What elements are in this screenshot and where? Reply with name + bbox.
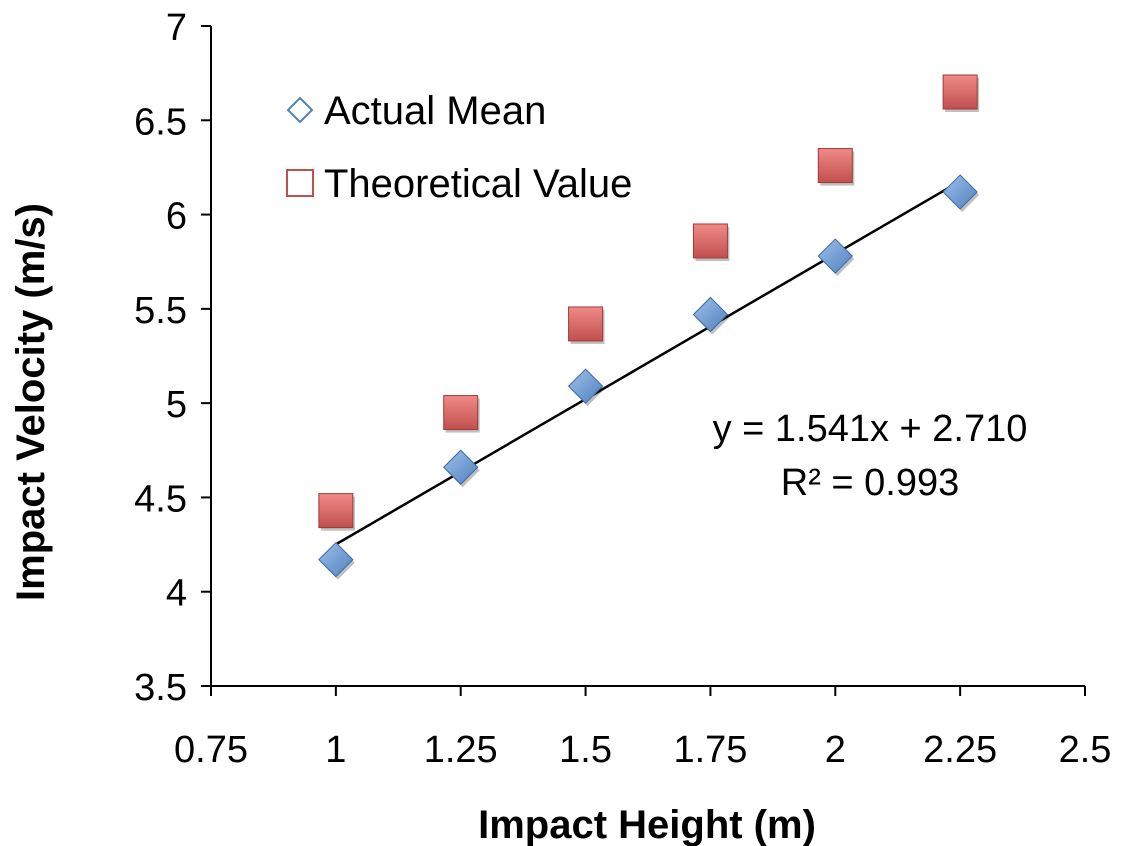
y-tick-label: 4.5 [134, 478, 187, 520]
y-tick-label: 7 [166, 7, 187, 49]
trendline-r-squared: R² = 0.993 [781, 462, 960, 504]
y-tick-label: 6.5 [134, 101, 187, 143]
legend: Actual Mean Theoretical Value [286, 89, 632, 206]
axes: 3.5 4 4.5 5 5.5 6 6.5 7 0.75 1 1.25 1.5 1.75 2 2.25 2.5 [134, 7, 1111, 771]
y-tick-label: 5.5 [134, 290, 187, 332]
trendline-layer [335, 180, 961, 546]
actual-mean-point [942, 174, 978, 210]
actual-mean-point [443, 449, 479, 485]
legend-square-icon [286, 169, 314, 197]
theoretical-value-point [942, 74, 978, 110]
actual-mean-point [567, 368, 604, 404]
theoretical-value-point [568, 306, 604, 342]
y-tick-label: 5 [166, 384, 187, 426]
x-tick-label: 2.25 [923, 729, 997, 771]
y-tick-label: 4 [166, 573, 187, 615]
x-tick-label: 0.75 [174, 729, 248, 771]
legend-label: Theoretical Value [324, 162, 632, 206]
actual-mean-point [318, 541, 354, 578]
theoretical-value-point [692, 223, 728, 259]
points-layer [318, 74, 980, 580]
theoretical-value-point [443, 395, 479, 431]
actual-mean-point [692, 296, 729, 333]
theoretical-value-point [318, 493, 354, 529]
y-axis-label: Impact Velocity (m/s) [9, 203, 53, 601]
x-tick-label: 1.25 [424, 729, 498, 771]
x-tick-label: 1 [325, 729, 346, 771]
x-tick-label: 2 [825, 729, 846, 771]
legend-diamond-icon [286, 96, 314, 124]
x-tick-label: 1.5 [559, 729, 612, 771]
legend-label: Actual Mean [324, 89, 546, 133]
y-tick-label: 3.5 [134, 667, 187, 709]
theoretical-value-point [817, 148, 853, 184]
x-tick-label: 2.5 [1059, 729, 1112, 771]
trendline [335, 180, 961, 546]
y-tick-label: 6 [166, 196, 187, 238]
x-tick-label: 1.75 [673, 729, 747, 771]
x-axis-label: Impact Height (m) [478, 803, 816, 846]
trendline-equation: y = 1.541x + 2.710 [713, 408, 1028, 450]
actual-mean-point [817, 238, 853, 274]
